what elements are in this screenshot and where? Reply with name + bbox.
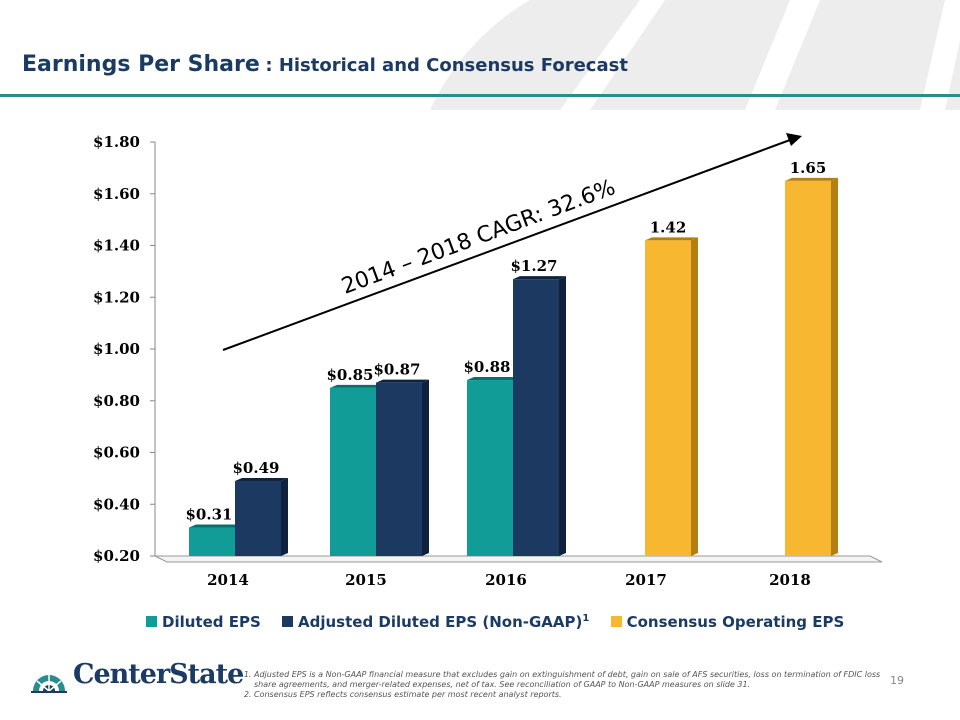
legend-swatch bbox=[282, 616, 293, 627]
logo-mark-icon bbox=[31, 675, 67, 693]
cagr-annotation: 2014 – 2018 CAGR: 32.6% bbox=[338, 175, 618, 299]
y-tick-label: $0.60 bbox=[93, 444, 140, 462]
bar-front bbox=[785, 180, 831, 556]
bar-front bbox=[189, 527, 235, 556]
bar-top bbox=[376, 379, 429, 383]
bar-top bbox=[330, 384, 383, 388]
bar-top bbox=[513, 276, 566, 280]
bar-side bbox=[691, 237, 698, 556]
legend-item-consensus-eps: Consensus Operating EPS bbox=[610, 613, 845, 631]
bar-top bbox=[645, 237, 698, 241]
y-tick-label: $1.60 bbox=[93, 185, 140, 203]
legend-swatch bbox=[146, 616, 157, 627]
decor-arc-segment bbox=[775, 0, 945, 110]
bar-diluted-eps-2014 bbox=[189, 524, 242, 556]
y-tick-label: $0.40 bbox=[93, 495, 140, 513]
title-main: Earnings Per Share bbox=[22, 52, 260, 77]
bar-front bbox=[645, 240, 691, 556]
bar-top bbox=[785, 177, 838, 181]
y-tick-label: $1.20 bbox=[93, 288, 140, 306]
y-tick-label: $1.00 bbox=[93, 340, 140, 358]
bar-top bbox=[189, 524, 242, 528]
data-label: $0.87 bbox=[374, 361, 421, 379]
data-label: $0.88 bbox=[464, 358, 511, 376]
legend-superscript: 1 bbox=[582, 613, 590, 624]
bar-front bbox=[513, 279, 559, 556]
decor-arc-segment bbox=[945, 40, 960, 110]
bar-adjusted-diluted-eps-non-gaap--2014 bbox=[235, 477, 288, 556]
data-label: 1.65 bbox=[790, 159, 827, 177]
chart-legend: Diluted EPS Adjusted Diluted EPS (Non-GA… bbox=[146, 613, 860, 631]
bar-consensus-operating-eps-2018 bbox=[785, 177, 838, 556]
chart-floor bbox=[154, 555, 883, 563]
data-label: $0.85 bbox=[327, 366, 374, 384]
legend-item-adjusted-eps: Adjusted Diluted EPS (Non-GAAP)1 bbox=[282, 613, 589, 631]
y-tick-label: $0.80 bbox=[93, 392, 140, 410]
bar-consensus-operating-eps-2017 bbox=[645, 237, 698, 556]
bar-side bbox=[422, 379, 429, 556]
x-category-label: 2017 bbox=[625, 571, 667, 589]
title-sub: : Historical and Consensus Forecast bbox=[265, 55, 628, 76]
page-number: 19 bbox=[890, 674, 904, 687]
data-label: 1.42 bbox=[650, 218, 687, 236]
bar-top bbox=[467, 377, 520, 381]
bar-front bbox=[235, 480, 281, 556]
bar-top bbox=[235, 477, 288, 481]
bar-side bbox=[281, 477, 288, 556]
bar-front bbox=[376, 382, 422, 556]
bar-front bbox=[467, 380, 513, 556]
decor-arc-segment bbox=[430, 0, 640, 110]
legend-label: Diluted EPS bbox=[162, 613, 261, 631]
cagr-trend-arrow bbox=[222, 139, 791, 351]
bar-diluted-eps-2015 bbox=[330, 384, 383, 556]
footnotes: Adjusted EPS is a Non-GAAP financial mea… bbox=[228, 670, 899, 700]
legend-label: Adjusted Diluted EPS (Non-GAAP) bbox=[298, 613, 583, 631]
bar-diluted-eps-2016 bbox=[467, 377, 520, 556]
data-label: $0.31 bbox=[186, 506, 233, 524]
data-label: $1.27 bbox=[511, 257, 558, 275]
company-logo: CenterState bbox=[31, 659, 244, 697]
bar-side bbox=[831, 177, 838, 556]
data-label: $0.49 bbox=[233, 459, 280, 477]
decor-arc-segment bbox=[590, 0, 790, 110]
x-category-label: 2015 bbox=[345, 571, 387, 589]
y-tick-label: $0.20 bbox=[93, 547, 140, 565]
x-category-label: 2018 bbox=[769, 571, 811, 589]
bar-adjusted-diluted-eps-non-gaap--2015 bbox=[376, 379, 429, 556]
y-tick-label: $1.80 bbox=[93, 133, 140, 151]
page-title: Earnings Per Share : Historical and Cons… bbox=[22, 52, 628, 77]
legend-item-diluted-eps: Diluted EPS bbox=[146, 613, 261, 631]
legend-label: Consensus Operating EPS bbox=[626, 613, 845, 631]
x-category-label: 2016 bbox=[485, 571, 527, 589]
y-tick-label: $1.40 bbox=[93, 237, 140, 255]
bar-side bbox=[559, 276, 566, 556]
bar-front bbox=[330, 387, 376, 556]
logo-wordmark: CenterState bbox=[73, 659, 244, 690]
footnote-2: Consensus EPS reflects consensus estimat… bbox=[254, 690, 899, 700]
bar-adjusted-diluted-eps-non-gaap--2016 bbox=[513, 276, 566, 556]
legend-swatch bbox=[610, 616, 622, 627]
eps-bar-chart: $1.80 $1.60 $1.40 $1.20 $1.00 $0.80 $0.60 $0.40… bbox=[93, 133, 883, 589]
footnote-1: Adjusted EPS is a Non-GAAP financial mea… bbox=[254, 670, 899, 690]
x-category-label: 2014 bbox=[207, 571, 249, 589]
title-divider bbox=[0, 94, 960, 97]
cagr-arrow-head bbox=[786, 133, 802, 146]
